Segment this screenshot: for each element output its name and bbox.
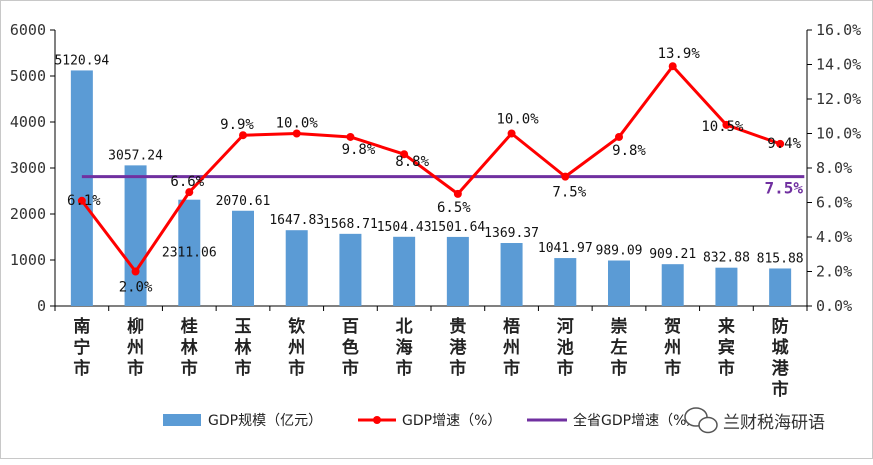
bar-value-label: 909.21: [649, 247, 696, 262]
category-label: 桂林市: [180, 316, 198, 379]
legend-bar-label: GDP规模（亿元）: [208, 413, 322, 429]
gdp-growth-point: [239, 131, 247, 140]
y-left-tick-label: 4000: [10, 113, 46, 131]
bar-value-label: 5120.94: [54, 53, 109, 68]
gdp-bar: [393, 236, 416, 306]
province-growth-label: 7.5%: [764, 179, 803, 198]
gdp-bar: [285, 230, 308, 306]
gdp-growth-point: [776, 139, 785, 148]
gdp-bar: [339, 233, 362, 306]
growth-value-label: 9.4%: [767, 136, 801, 152]
bar-value-label: 3057.24: [108, 148, 163, 163]
gdp-growth-point: [346, 132, 355, 141]
y-right-tick-label: 0.0%: [816, 297, 852, 315]
wechat-icon: [684, 407, 718, 434]
category-label: 南宁市: [73, 316, 90, 379]
legend-province-label: 全省GDP增速（%）: [573, 412, 700, 429]
growth-value-label: 7.5%: [552, 185, 586, 201]
y-left-tick-label: 3000: [10, 159, 46, 177]
gdp-growth-point: [185, 188, 194, 197]
category-label: 来宾市: [717, 316, 736, 379]
growth-value-label: 6.6%: [170, 174, 204, 190]
gdp-bar: [769, 268, 792, 306]
gdp-bar: [715, 267, 738, 306]
bar-value-label: 1568.71: [323, 217, 378, 232]
category-label: 百色市: [342, 317, 359, 379]
gdp-growth-point: [561, 172, 570, 181]
bar-value-label: 989.09: [596, 244, 643, 259]
growth-value-label: 9.8%: [342, 142, 376, 158]
y-left-tick-label: 0: [37, 297, 46, 315]
gdp-growth-point: [615, 132, 623, 141]
gdp-bar: [500, 243, 523, 306]
legend-bar-swatch: [163, 414, 201, 426]
growth-value-label: 9.8%: [612, 143, 646, 159]
category-label: 梧州市: [502, 316, 520, 379]
bar-value-label: 832.88: [703, 251, 750, 266]
y-right-tick-label: 4.0%: [816, 228, 852, 246]
growth-value-label: 10.0%: [276, 116, 319, 132]
category-label: 柳州市: [126, 316, 144, 379]
gdp-growth-point: [507, 129, 516, 138]
gdp-bar: [554, 258, 577, 306]
gdp-growth-point: [77, 196, 86, 205]
category-label: 贺州市: [663, 317, 681, 379]
y-right-tick-label: 2.0%: [816, 263, 852, 281]
category-label: 钦州市: [287, 316, 305, 379]
y-left-tick-label: 5000: [10, 67, 46, 85]
gdp-bar: [446, 236, 469, 306]
y-right-tick-label: 8.0%: [816, 159, 852, 177]
growth-value-label: 8.8%: [395, 154, 429, 170]
gdp-growth-point: [131, 267, 140, 276]
growth-value-label: 2.0%: [119, 280, 153, 296]
legend-line-marker: [373, 416, 381, 424]
bar-value-label: 1369.37: [484, 226, 539, 241]
gdp-bar: [608, 260, 630, 306]
bar-value-label: 1041.97: [538, 241, 593, 256]
gdp-growth-point: [722, 120, 731, 129]
y-left-tick-label: 1000: [10, 251, 46, 269]
gdp-growth-line: [80, 64, 781, 273]
y-right-tick-label: 6.0%: [816, 194, 852, 212]
growth-value-label: 9.9%: [220, 117, 254, 133]
gdp-bar: [232, 210, 254, 306]
category-label: 北海市: [396, 317, 413, 379]
bar-value-label: 2311.06: [162, 246, 217, 261]
y-left-tick-label: 2000: [10, 205, 46, 223]
y-right-tick-label: 14.0%: [816, 56, 861, 74]
gdp-growth-point: [292, 129, 301, 138]
growth-value-label: 10.5%: [701, 119, 744, 135]
y-left-tick-label: 6000: [10, 21, 46, 39]
bar-value-label: 1504.43: [377, 220, 432, 235]
gdp-bar: [178, 199, 201, 306]
gdp-bar: [661, 264, 684, 306]
bar-value-label: 1647.83: [269, 213, 324, 228]
growth-value-label: 13.9%: [658, 46, 701, 62]
category-label: 河池市: [557, 317, 574, 379]
category-label: 玉林市: [235, 317, 252, 379]
y-right-tick-label: 10.0%: [816, 125, 861, 143]
gdp-bar: [124, 165, 147, 306]
y-right-tick-label: 12.0%: [816, 90, 861, 108]
gdp-growth-point: [400, 150, 409, 159]
growth-value-label: 6.1%: [67, 193, 101, 209]
gdp-growth-point: [668, 62, 677, 71]
growth-value-label: 6.5%: [437, 200, 471, 216]
gdp-growth-point: [453, 189, 462, 198]
category-label: 贵港市: [449, 316, 467, 379]
bar-value-label: 1501.64: [430, 220, 485, 235]
gdp-bar: [70, 70, 93, 306]
category-label: 防城港市: [772, 316, 790, 400]
legend-line-label: GDP增速（%）: [402, 413, 501, 429]
growth-value-label: 10.0%: [496, 112, 539, 128]
bar-value-label: 2070.61: [216, 194, 271, 209]
category-label: 崇左市: [611, 317, 628, 379]
y-right-tick-label: 16.0%: [816, 21, 861, 39]
bar-value-label: 815.88: [757, 251, 804, 266]
watermark-text: 兰财税海研语: [723, 413, 825, 433]
